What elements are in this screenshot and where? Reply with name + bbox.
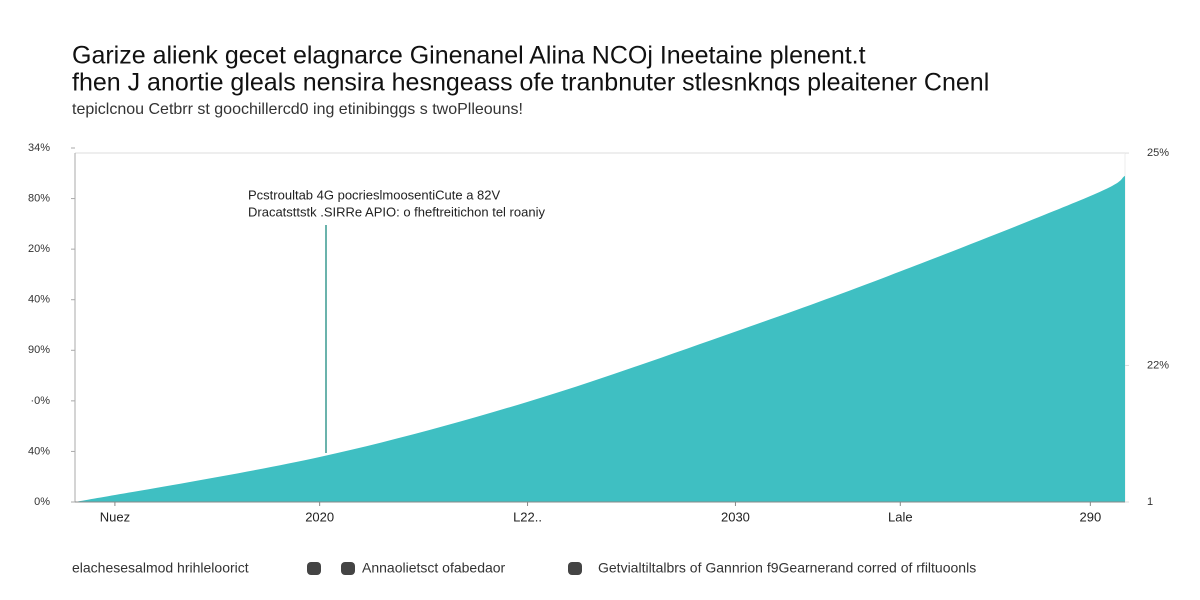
y-tick-label: 40%	[28, 445, 50, 457]
y-tick-label: ·0%	[30, 395, 50, 407]
chart-title: fhen J anortie gleals nensira hesngeass …	[72, 69, 989, 97]
annotation: Dracatsttstk .SIRRe APIO: o fheftreitich…	[248, 204, 545, 219]
x-tick-label: 290	[1079, 509, 1101, 524]
legend-label: elachesesalmod hrihleloorict	[72, 560, 249, 576]
y-tick-label: 40%	[28, 294, 50, 306]
chart-title: Garize alienk gecet elagnarce Ginenanel …	[72, 42, 866, 70]
area	[75, 175, 1125, 503]
y2-tick-label: 22%	[1147, 359, 1169, 371]
y-tick-label: 90%	[28, 344, 50, 356]
plot-area	[75, 175, 1125, 503]
legend-swatch	[341, 562, 355, 575]
y-tick-label: 80%	[28, 192, 50, 204]
x-tick-label: Lale	[888, 509, 913, 524]
legend-label: Annaolietsct ofabedaor	[362, 560, 506, 576]
x-tick-label: L22..	[513, 509, 542, 524]
y-tick-label: 0%	[34, 496, 50, 508]
x-tick-label: 2020	[305, 509, 334, 524]
chart-subtitle: tepiclcnou Cetbrr st goochillercd0 ing e…	[72, 101, 523, 118]
y-tick-label: 34%	[28, 142, 50, 154]
x-tick-label: Nuez	[100, 509, 130, 524]
y2-tick-label: 1	[1147, 496, 1153, 508]
x-tick-label: 2030	[721, 509, 750, 524]
annotation: Pcstroultab 4G pocrieslmoosentiCute a 82…	[248, 187, 501, 202]
y2-tick-label: 25%	[1147, 147, 1169, 159]
y-tick-label: 20%	[28, 243, 50, 255]
legend-swatch	[307, 562, 321, 575]
legend-label: Getvialtiltalbrs of Gannrion f9Gearneran…	[598, 560, 976, 576]
legend-swatch	[568, 562, 582, 575]
